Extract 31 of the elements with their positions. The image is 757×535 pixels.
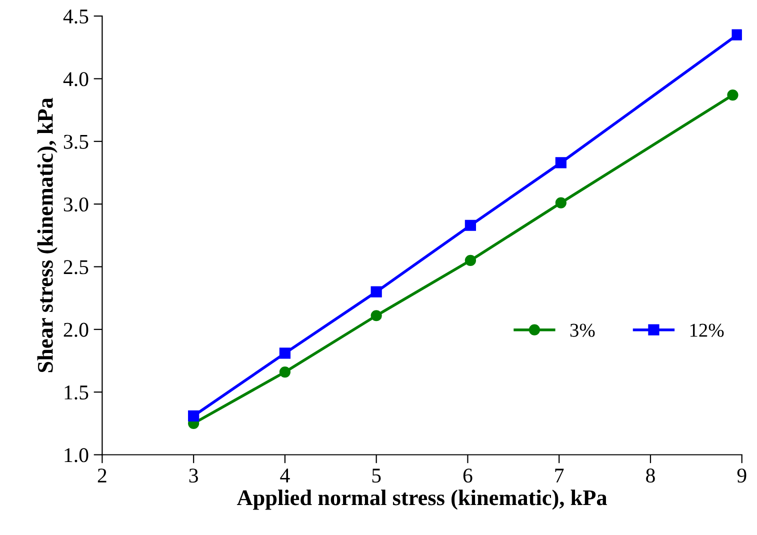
- point: [279, 348, 291, 359]
- x-tick-label: 5: [372, 468, 381, 483]
- y-tick-label: 3.5: [64, 134, 88, 149]
- legend-label: 12%: [690, 324, 724, 337]
- y-tick-label: 1.0: [64, 448, 88, 462]
- x-tick-label: 4: [280, 468, 290, 482]
- point: [370, 310, 382, 322]
- y-tick-label: 4.5: [63, 10, 88, 24]
- x-tick-label: 3: [189, 468, 198, 483]
- point: [555, 197, 566, 208]
- y-tick-label: 4.0: [63, 72, 88, 86]
- x-tick-label: 6: [463, 468, 472, 483]
- x-tick-label: 9: [737, 468, 746, 483]
- x-tick-label: 7: [555, 468, 564, 482]
- x-axis-title: Applied normal stress (kinematic), kPa: [236, 490, 607, 510]
- point: [279, 366, 291, 378]
- y-tick-label: 2.0: [64, 322, 88, 337]
- x-tick-label: 8: [646, 468, 655, 483]
- point: [555, 157, 566, 168]
- point: [727, 89, 738, 101]
- y-axis-title: Shear stress (kinematic), kPa: [37, 98, 58, 372]
- point: [732, 29, 742, 40]
- x-tick-label: 2: [98, 468, 106, 482]
- point: [464, 220, 476, 231]
- point: [370, 286, 382, 298]
- legend-label: 3%: [570, 324, 595, 337]
- y-tick-label: 3.0: [64, 197, 88, 212]
- y-tick-label: 2.5: [64, 260, 88, 274]
- y-tick-label: 1.5: [64, 386, 88, 400]
- point: [464, 254, 476, 266]
- point: [188, 410, 200, 422]
